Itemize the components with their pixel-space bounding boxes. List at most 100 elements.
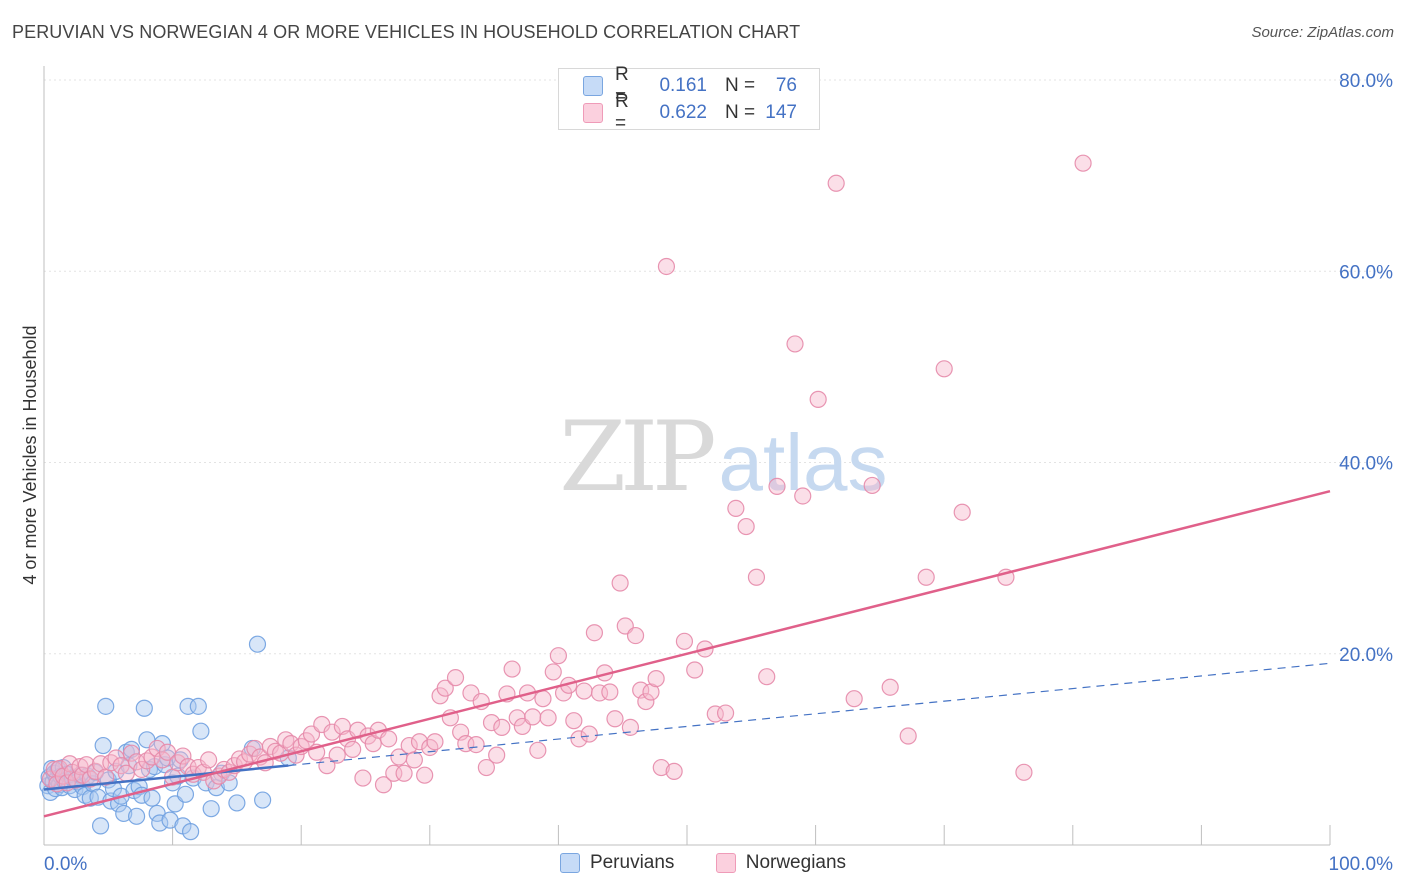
y-tick-labels: 20.0% 40.0% 60.0% 80.0% (1339, 71, 1393, 666)
norwegian-point-102 (544, 663, 562, 681)
norwegian-point-20 (122, 744, 141, 762)
norwegian-point-124 (657, 257, 676, 276)
norwegian-point-140 (845, 690, 863, 708)
norwegian-point-139 (827, 174, 845, 192)
legend-label-peruvians: Peruvians (589, 852, 675, 873)
norwegian-point-63 (344, 740, 362, 758)
n-value: 147 (765, 102, 797, 123)
r-label: R = (615, 91, 629, 134)
norwegian-point-123 (652, 758, 670, 777)
norwegian-point-131 (727, 499, 745, 517)
norwegian-point-16 (102, 754, 120, 772)
y-axis-label: 4 or more Vehicles in Household (20, 325, 40, 584)
legend-item-norwegians[interactable]: Norwegians (715, 852, 847, 874)
norwegian-point-134 (758, 668, 776, 686)
norwegian-point-75 (405, 751, 423, 769)
norwegian-point-115 (611, 574, 629, 592)
x-tick-labels: 0.0% 100.0% (44, 854, 1393, 875)
norwegian-point-142 (881, 678, 899, 696)
norwegian-point-117 (621, 718, 640, 736)
peruvian-point-44 (135, 699, 153, 717)
norwegian-point-79 (426, 733, 444, 751)
x-tick-label-end: 100.0% (1329, 854, 1394, 875)
norwegian-point-135 (768, 477, 786, 496)
legend-swatch-peruvians (559, 853, 580, 873)
norwegian-point-1 (45, 760, 63, 779)
norwegian-point-30 (174, 747, 192, 765)
r-label: R = (615, 64, 629, 107)
norwegian-point-108 (575, 682, 593, 700)
n-value: 76 (775, 75, 797, 96)
norwegian-point-144 (917, 568, 935, 586)
grid-lines (44, 79, 1392, 655)
norwegian-point-120 (637, 692, 655, 711)
peruvian-point-74 (254, 791, 272, 809)
x-tick-label-start: 0.0% (44, 854, 87, 875)
norwegian-point-83 (446, 669, 465, 687)
y-tick-label-3: 80.0% (1339, 71, 1393, 92)
norwegian-point-59 (323, 723, 341, 741)
data-points (39, 154, 1092, 841)
legend-swatch-norwegians (583, 103, 603, 123)
legend: Peruvians Norwegians (0, 852, 1406, 879)
peruvian-point-36 (115, 804, 133, 823)
norwegian-point-133 (747, 568, 766, 586)
legend-swatch-peruvians (583, 76, 603, 96)
norwegian-point-94 (503, 660, 521, 678)
norwegian-point-136 (786, 335, 804, 353)
y-tick-label-2: 60.0% (1339, 262, 1393, 283)
norwegian-point-107 (570, 730, 588, 748)
norwegian-point-87 (467, 735, 485, 754)
peruvian-point-41 (127, 807, 146, 825)
norwegian-point-110 (585, 624, 604, 642)
chart-title: PERUVIAN VS NORWEGIAN 4 OR MORE VEHICLES… (12, 22, 801, 42)
legend-label-norwegians: Norwegians (745, 852, 847, 873)
norwegian-point-99 (529, 741, 547, 759)
y-tick-label-0: 20.0% (1339, 645, 1393, 666)
peruvian-point-60 (176, 785, 195, 803)
axes (43, 66, 1331, 846)
norwegian-point-145 (935, 360, 953, 378)
legend-stats: R = 0.161 N = 76 R = 0.622 N = 147 (558, 64, 820, 134)
peruvian-point-50 (151, 814, 169, 832)
norwegian-trend-line (43, 489, 1331, 818)
norwegian-point-69 (374, 776, 393, 794)
source-label: Source: ZipAtlas.com (1251, 24, 1394, 41)
n-label: N = (725, 75, 756, 96)
peruvian-point-29 (97, 697, 115, 715)
n-label: N = (725, 102, 756, 123)
norwegian-point-98 (524, 708, 542, 726)
legend-stats-row-norwegians: R = 0.622 N = 147 (583, 91, 797, 134)
norwegian-point-149 (1074, 154, 1092, 172)
norwegian-point-89 (477, 758, 495, 777)
norwegian-point-130 (716, 704, 735, 722)
peruvian-trend-line-solid (43, 764, 289, 791)
norwegian-point-22 (133, 760, 151, 779)
watermark: ZIP atlas (559, 401, 887, 513)
norwegian-point-92 (493, 718, 511, 736)
norwegian-point-137 (794, 487, 812, 505)
norwegian-point-90 (482, 713, 501, 732)
norwegian-point-114 (606, 710, 624, 728)
norwegian-point-126 (675, 632, 694, 650)
norwegian-point-113 (601, 683, 619, 701)
peruvian-point-73 (248, 635, 267, 653)
norwegian-point-91 (488, 746, 506, 764)
norwegian-point-122 (647, 670, 665, 688)
watermark-atlas: atlas (719, 418, 888, 507)
legend-swatch-norwegians (715, 853, 736, 873)
peruvian-point-64 (189, 697, 207, 715)
legend-item-peruvians[interactable]: Peruvians (559, 852, 675, 874)
norwegian-point-103 (549, 647, 568, 665)
y-tick-label-1: 40.0% (1339, 454, 1393, 475)
peruvian-point-67 (202, 800, 220, 818)
norwegian-point-24 (143, 748, 161, 766)
r-value: 0.161 (659, 75, 707, 96)
norwegian-point-141 (863, 476, 881, 495)
norwegian-point-60 (328, 746, 346, 764)
peruvian-point-65 (192, 722, 210, 740)
peruvian-point-62 (182, 823, 200, 841)
norwegian-point-118 (626, 626, 645, 645)
norwegian-point-100 (534, 690, 552, 708)
